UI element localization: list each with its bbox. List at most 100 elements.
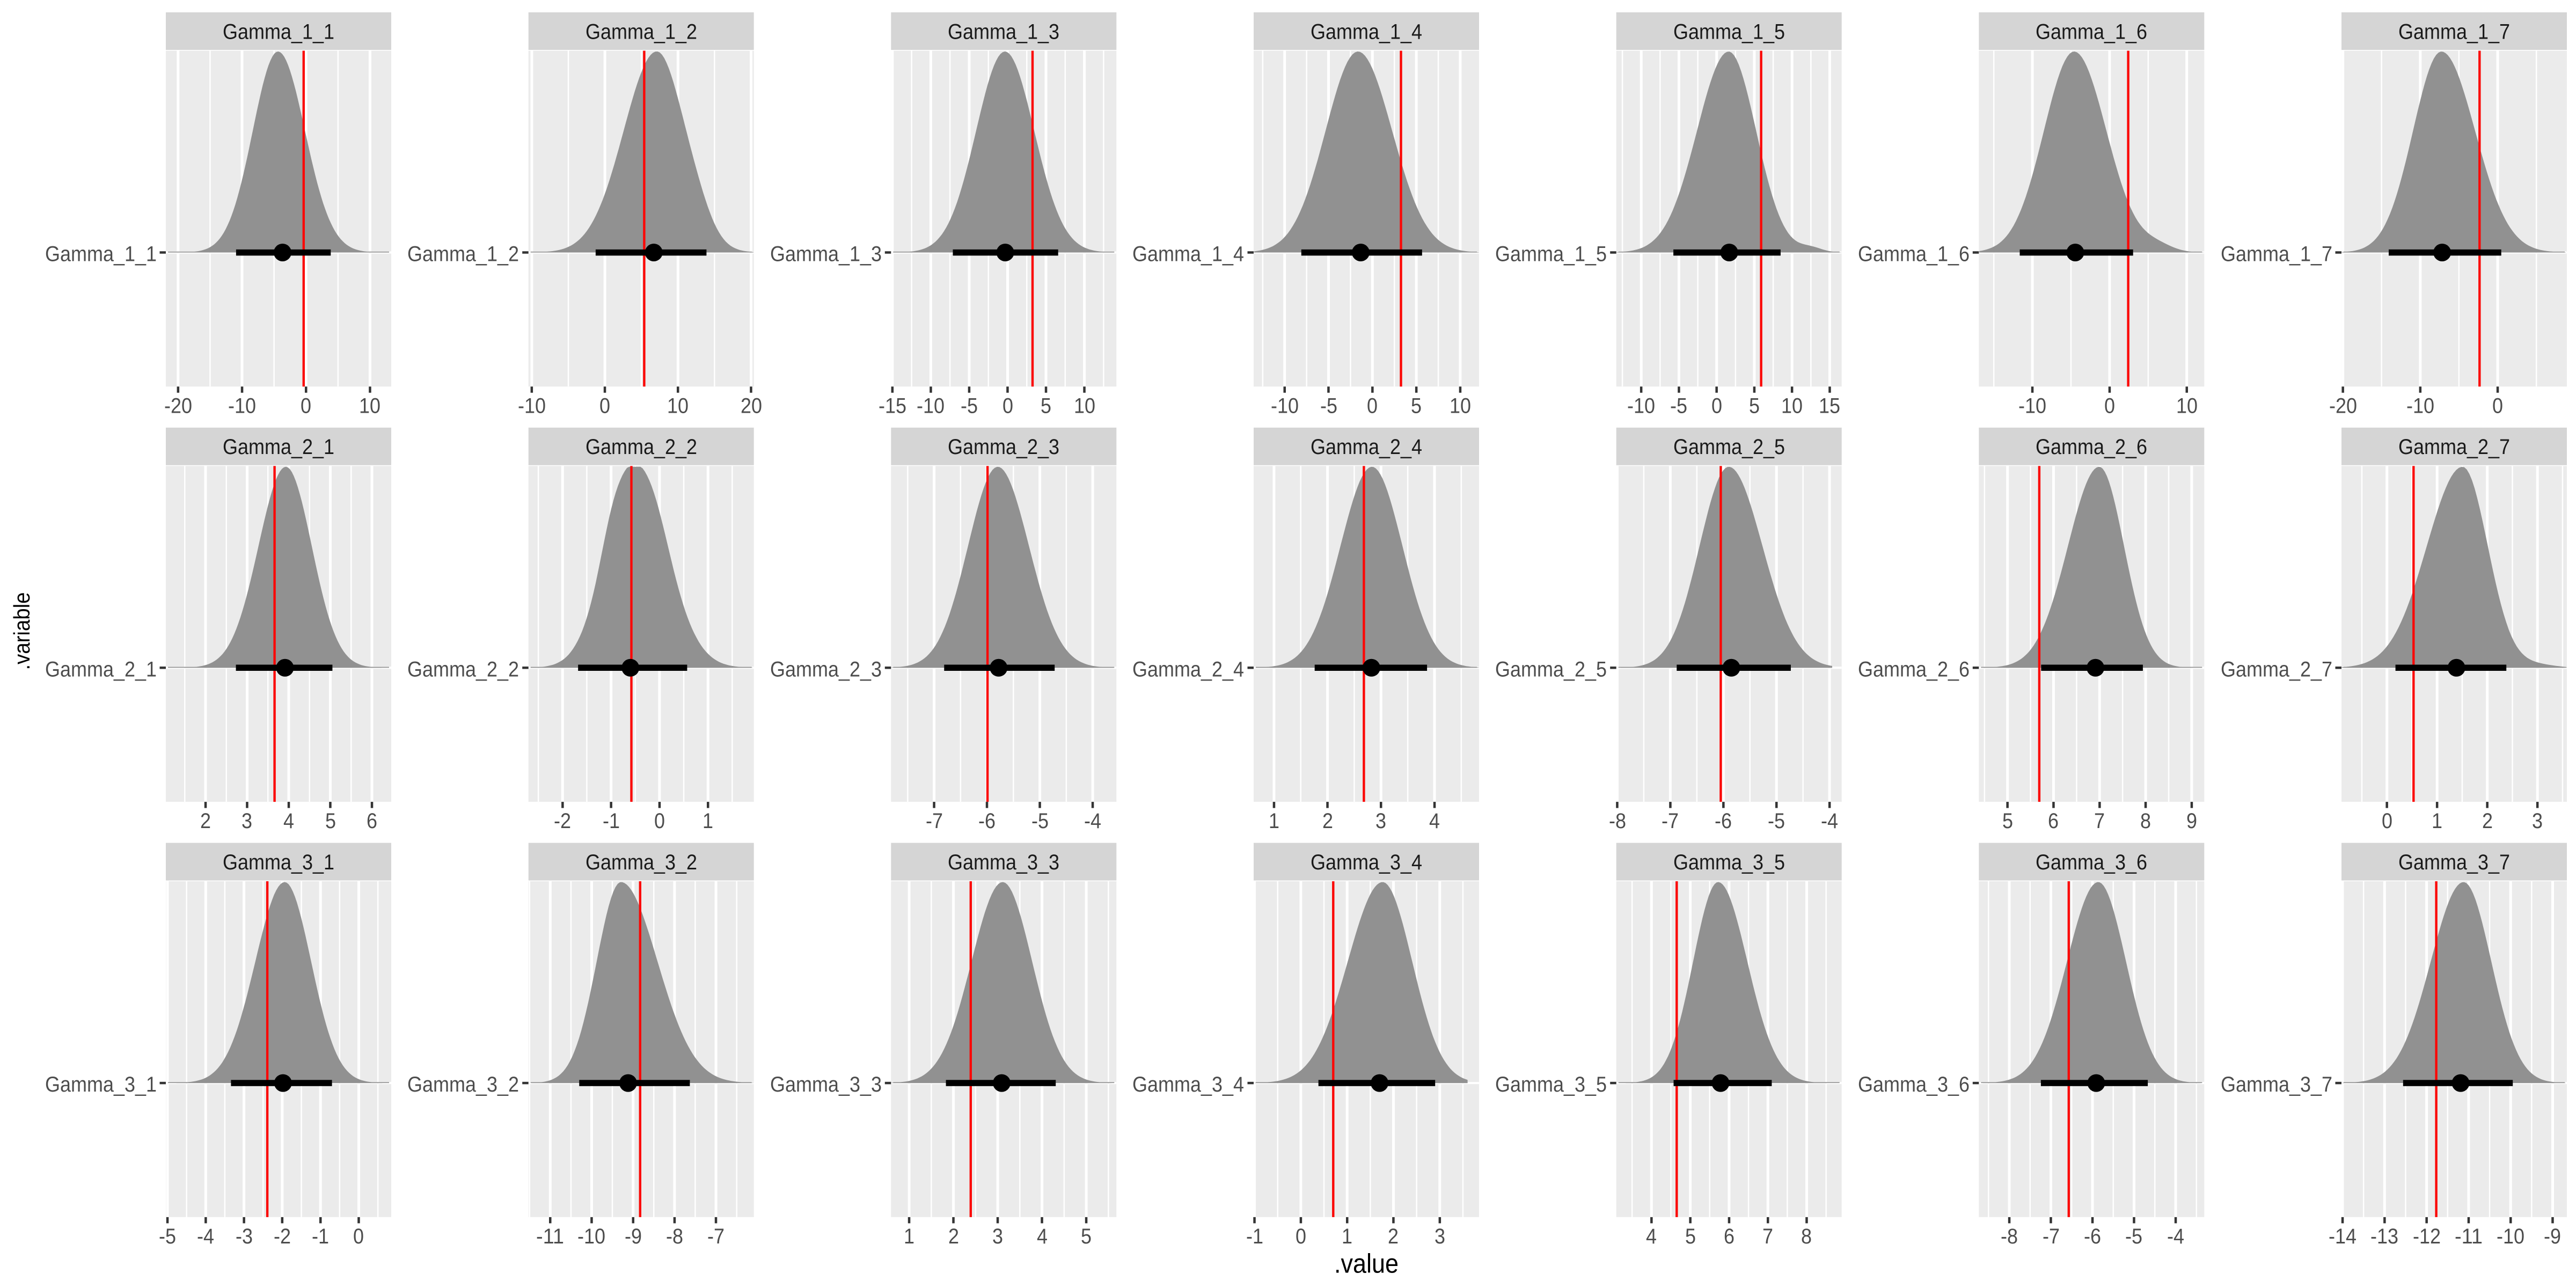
svg-text:Gamma_1_2: Gamma_1_2: [407, 243, 519, 266]
svg-text:-6: -6: [1715, 809, 1732, 833]
svg-text:0: 0: [1002, 394, 1013, 418]
svg-text:Gamma_1_1: Gamma_1_1: [223, 20, 334, 43]
svg-text:1: 1: [702, 809, 713, 833]
svg-text:-10: -10: [2018, 394, 2046, 418]
svg-text:9: 9: [2186, 809, 2197, 833]
svg-text:Gamma_3_3: Gamma_3_3: [948, 851, 1059, 874]
svg-text:Gamma_1_1: Gamma_1_1: [45, 243, 157, 266]
svg-text:0: 0: [1296, 1225, 1306, 1248]
svg-text:0: 0: [353, 1225, 364, 1248]
svg-text:-5: -5: [1031, 809, 1049, 833]
svg-text:1: 1: [2432, 809, 2442, 833]
svg-text:Gamma_3_5: Gamma_3_5: [1673, 851, 1785, 874]
svg-text:Gamma_1_2: Gamma_1_2: [586, 20, 697, 43]
svg-text:-5: -5: [1768, 809, 1785, 833]
svg-text:-13: -13: [2370, 1225, 2398, 1248]
svg-text:Gamma_1_3: Gamma_1_3: [770, 243, 882, 266]
svg-text:-11: -11: [536, 1225, 564, 1248]
svg-text:10: 10: [359, 394, 380, 418]
svg-text:-4: -4: [1084, 809, 1101, 833]
svg-text:-8: -8: [666, 1225, 683, 1248]
svg-text:Gamma_3_5: Gamma_3_5: [1495, 1073, 1607, 1096]
svg-text:-2: -2: [274, 1225, 291, 1248]
svg-text:Gamma_2_1: Gamma_2_1: [223, 435, 334, 459]
svg-text:Gamma_2_5: Gamma_2_5: [1673, 435, 1785, 459]
svg-text:-8: -8: [1609, 809, 1626, 833]
svg-text:Gamma_3_1: Gamma_3_1: [45, 1073, 157, 1096]
svg-text:Gamma_2_7: Gamma_2_7: [2398, 435, 2510, 459]
svg-text:Gamma_2_7: Gamma_2_7: [2221, 657, 2332, 681]
svg-text:-5: -5: [1670, 394, 1687, 418]
svg-text:Gamma_2_2: Gamma_2_2: [407, 657, 519, 681]
svg-text:3: 3: [2532, 809, 2543, 833]
svg-text:2: 2: [1322, 809, 1333, 833]
svg-text:Gamma_3_4: Gamma_3_4: [1311, 851, 1422, 874]
svg-text:5: 5: [1411, 394, 1422, 418]
svg-text:2: 2: [2482, 809, 2493, 833]
svg-text:-11: -11: [2455, 1225, 2483, 1248]
svg-text:.variable: .variable: [9, 592, 34, 670]
svg-text:5: 5: [325, 809, 336, 833]
svg-text:-10: -10: [917, 394, 945, 418]
svg-text:0: 0: [1367, 394, 1378, 418]
svg-text:Gamma_2_6: Gamma_2_6: [1858, 657, 1970, 681]
svg-text:3: 3: [992, 1225, 1003, 1248]
svg-text:-6: -6: [978, 809, 996, 833]
svg-text:Gamma_3_7: Gamma_3_7: [2221, 1073, 2332, 1096]
svg-text:2: 2: [200, 809, 211, 833]
svg-text:-9: -9: [2544, 1225, 2561, 1248]
svg-text:-1: -1: [1246, 1225, 1263, 1248]
svg-text:Gamma_2_5: Gamma_2_5: [1495, 657, 1607, 681]
svg-text:5: 5: [1041, 394, 1051, 418]
svg-text:0: 0: [2104, 394, 2115, 418]
svg-text:-10: -10: [228, 394, 256, 418]
svg-text:-14: -14: [2329, 1225, 2357, 1248]
svg-text:-20: -20: [164, 394, 192, 418]
svg-text:-10: -10: [1271, 394, 1299, 418]
svg-text:-7: -7: [926, 809, 943, 833]
svg-text:-4: -4: [197, 1225, 214, 1248]
svg-text:0: 0: [599, 394, 610, 418]
svg-text:Gamma_1_3: Gamma_1_3: [948, 20, 1059, 43]
svg-text:Gamma_1_5: Gamma_1_5: [1673, 20, 1785, 43]
svg-text:-15: -15: [879, 394, 906, 418]
svg-text:Gamma_3_3: Gamma_3_3: [770, 1073, 882, 1096]
svg-text:-10: -10: [518, 394, 546, 418]
svg-text:4: 4: [283, 809, 294, 833]
svg-text:-7: -7: [1662, 809, 1679, 833]
svg-text:Gamma_2_4: Gamma_2_4: [1132, 657, 1244, 681]
svg-text:-5: -5: [1320, 394, 1337, 418]
svg-text:3: 3: [241, 809, 252, 833]
svg-text:Gamma_2_3: Gamma_2_3: [770, 657, 882, 681]
svg-text:.value: .value: [1334, 1248, 1399, 1278]
svg-text:8: 8: [1801, 1225, 1812, 1248]
svg-text:10: 10: [667, 394, 689, 418]
svg-text:-12: -12: [2413, 1225, 2441, 1248]
svg-text:-5: -5: [159, 1225, 176, 1248]
svg-text:Gamma_3_6: Gamma_3_6: [1858, 1073, 1970, 1096]
svg-text:-7: -7: [707, 1225, 724, 1248]
svg-text:-2: -2: [554, 809, 571, 833]
svg-text:Gamma_2_1: Gamma_2_1: [45, 657, 157, 681]
svg-text:5: 5: [1081, 1225, 1092, 1248]
svg-text:Gamma_1_4: Gamma_1_4: [1132, 243, 1244, 266]
svg-text:Gamma_1_6: Gamma_1_6: [1858, 243, 1970, 266]
svg-text:Gamma_3_4: Gamma_3_4: [1132, 1073, 1244, 1096]
svg-text:-1: -1: [603, 809, 620, 833]
svg-text:4: 4: [1037, 1225, 1048, 1248]
svg-text:2: 2: [948, 1225, 959, 1248]
svg-text:0: 0: [1711, 394, 1722, 418]
svg-text:10: 10: [2176, 394, 2198, 418]
svg-text:6: 6: [367, 809, 377, 833]
svg-text:5: 5: [2002, 809, 2013, 833]
svg-text:1: 1: [1342, 1225, 1352, 1248]
svg-text:7: 7: [1762, 1225, 1773, 1248]
svg-text:7: 7: [2094, 809, 2105, 833]
svg-text:Gamma_1_7: Gamma_1_7: [2398, 20, 2510, 43]
svg-text:Gamma_1_4: Gamma_1_4: [1311, 20, 1422, 43]
svg-text:-10: -10: [577, 1225, 605, 1248]
svg-text:Gamma_2_6: Gamma_2_6: [2036, 435, 2147, 459]
svg-text:15: 15: [1819, 394, 1840, 418]
svg-text:Gamma_3_2: Gamma_3_2: [407, 1073, 519, 1096]
svg-text:8: 8: [2140, 809, 2151, 833]
